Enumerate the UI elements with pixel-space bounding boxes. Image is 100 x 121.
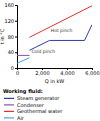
annotation: Hot pinch (51, 28, 73, 33)
y-tick-label: 40 (8, 49, 14, 55)
plot-lines (17, 6, 92, 63)
series-line (30, 25, 93, 51)
legend-label: Condenser (17, 102, 45, 108)
x-axis: 0 2,000 4,000 6,000 (16, 68, 100, 76)
legend-swatch (4, 104, 14, 105)
y-tick-label: 120 (4, 18, 14, 24)
y-tick-group: 40 (8, 49, 17, 55)
y-tick (15, 5, 17, 6)
x-axis-title: Q in kW (45, 78, 65, 84)
legend-title: Working fluid: (3, 88, 43, 95)
y-axis-line (15, 6, 18, 69)
chart: 0 2,000 4,000 6,000 0 40 80 120 160 Q in kW t in °… (0, 0, 100, 121)
y-axis: 0 40 80 120 160 (4, 2, 17, 71)
x-tick-label: 4,000 (60, 70, 74, 76)
y-tick-group: 0 (11, 65, 17, 71)
x-tick-label: 6,000 (85, 70, 99, 76)
x-tick-group: 4,000 (60, 68, 74, 76)
x-axis-line (18, 69, 93, 71)
x-tick-group: 6,000 (85, 68, 99, 76)
legend: Working fluid:Steam generatorCondenserGe… (3, 88, 63, 121)
y-axis-title: t in °C (0, 28, 5, 44)
x-tick-label: 2,000 (35, 70, 49, 76)
y-tick (15, 21, 17, 22)
y-tick (15, 52, 17, 53)
y-tick-label: 0 (11, 65, 14, 71)
legend-swatch (4, 98, 14, 99)
y-tick-label: 80 (8, 34, 14, 40)
y-tick-label: 160 (4, 2, 14, 8)
y-tick-group: 80 (8, 34, 17, 40)
legend-label: Geothermal water (17, 108, 63, 114)
annotation: Cold pinch (31, 49, 55, 54)
x-tick-group: 2,000 (35, 68, 49, 76)
legend-swatch (4, 117, 14, 118)
y-tick (15, 68, 17, 69)
x-tick-group: 0 (16, 68, 19, 76)
series-line (17, 58, 30, 64)
series-line (30, 6, 93, 37)
y-tick-group: 120 (4, 18, 17, 24)
legend-swatch (4, 111, 14, 112)
y-tick (15, 37, 17, 38)
series-line (17, 55, 30, 56)
legend-label: Air (17, 115, 25, 121)
y-tick-group: 160 (4, 2, 17, 8)
x-tick-label: 0 (16, 70, 19, 76)
